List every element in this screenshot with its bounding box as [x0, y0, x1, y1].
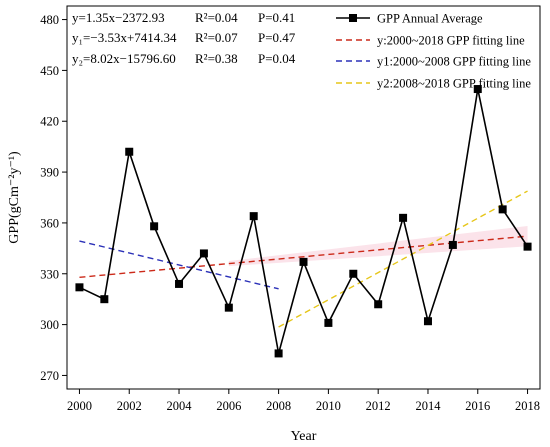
data-point: [423, 317, 432, 326]
legend-label: y:2000~2018 GPP fitting line: [377, 34, 525, 48]
x-tick-label: 2018: [515, 399, 540, 413]
legend-label: y2:2008~2018 GPP fitting line: [377, 77, 531, 91]
data-point: [374, 300, 383, 309]
equation-eq: y=1.35x−2372.93: [72, 10, 165, 25]
data-point: [448, 240, 457, 249]
y-tick-label: 300: [40, 318, 59, 332]
legend-label: GPP Annual Average: [377, 12, 483, 26]
x-tick-label: 2008: [266, 399, 291, 413]
x-tick-label: 2004: [167, 399, 193, 413]
equation-r2: R²=0.04: [195, 10, 238, 25]
x-tick-label: 2006: [216, 399, 241, 413]
data-point: [274, 349, 283, 358]
axes: 2000 2002 2004 2006 2008 2010 2012 2014 2016 2018…: [7, 5, 541, 444]
legend-swatch-marker: [349, 14, 357, 22]
x-tick-label: 2010: [316, 399, 341, 413]
data-point: [349, 269, 358, 278]
legend-label: y1:2000~2008 GPP fitting line: [377, 55, 531, 69]
equation-p: P=0.41: [258, 10, 295, 25]
x-tick-label: 2012: [366, 399, 391, 413]
equation-p: P=0.47: [258, 30, 296, 45]
data-point: [473, 85, 482, 94]
data-point: [224, 303, 233, 312]
data-point: [498, 205, 507, 214]
x-tick-label: 2000: [67, 399, 92, 413]
fit-line-1: [79, 235, 528, 279]
y-axis-label: GPP(gCm⁻²y⁻¹): [7, 151, 22, 244]
fit-line-3: [278, 190, 528, 328]
series-line-gpp: [79, 88, 529, 354]
equation-r2: R²=0.07: [195, 30, 238, 45]
equation-r2: R²=0.38: [195, 51, 238, 66]
y-tick-label: 420: [40, 115, 59, 129]
data-point: [299, 257, 308, 266]
y-tick-label: 480: [40, 13, 59, 27]
data-point: [150, 222, 159, 231]
y-tick-label: 330: [40, 267, 59, 281]
x-tick-label: 2014: [415, 399, 441, 413]
data-point: [100, 295, 109, 304]
data-point: [199, 249, 208, 258]
data-point: [523, 242, 532, 251]
data-point: [249, 212, 258, 221]
equation-p: P=0.04: [258, 51, 296, 66]
data-point: [324, 318, 333, 327]
data-point: [125, 147, 134, 156]
data-point: [399, 213, 408, 222]
x-tick-label: 2016: [465, 399, 490, 413]
y-tick-label: 360: [40, 216, 59, 230]
plot-frame: [66, 5, 541, 390]
x-axis-label: Year: [291, 429, 317, 444]
x-tick-label: 2002: [117, 399, 142, 413]
y-tick-label: 270: [40, 369, 59, 383]
equation-eq: y₁=−3.53x+7414.34: [72, 30, 177, 45]
y-tick-label: 450: [40, 64, 59, 78]
y-tick-label: 390: [40, 166, 59, 180]
plot-area: [75, 85, 532, 358]
data-point: [175, 279, 184, 288]
equation-eq: y₂=8.02x−15796.60: [72, 51, 176, 66]
legend: GPP Annual Average y:2000~2018 GPP fittin…: [336, 12, 531, 91]
equation-block: y=1.35x−2372.93 R²=0.04 P=0.41 y₁=−3.53x+74…: [72, 10, 296, 66]
data-point: [75, 283, 84, 292]
